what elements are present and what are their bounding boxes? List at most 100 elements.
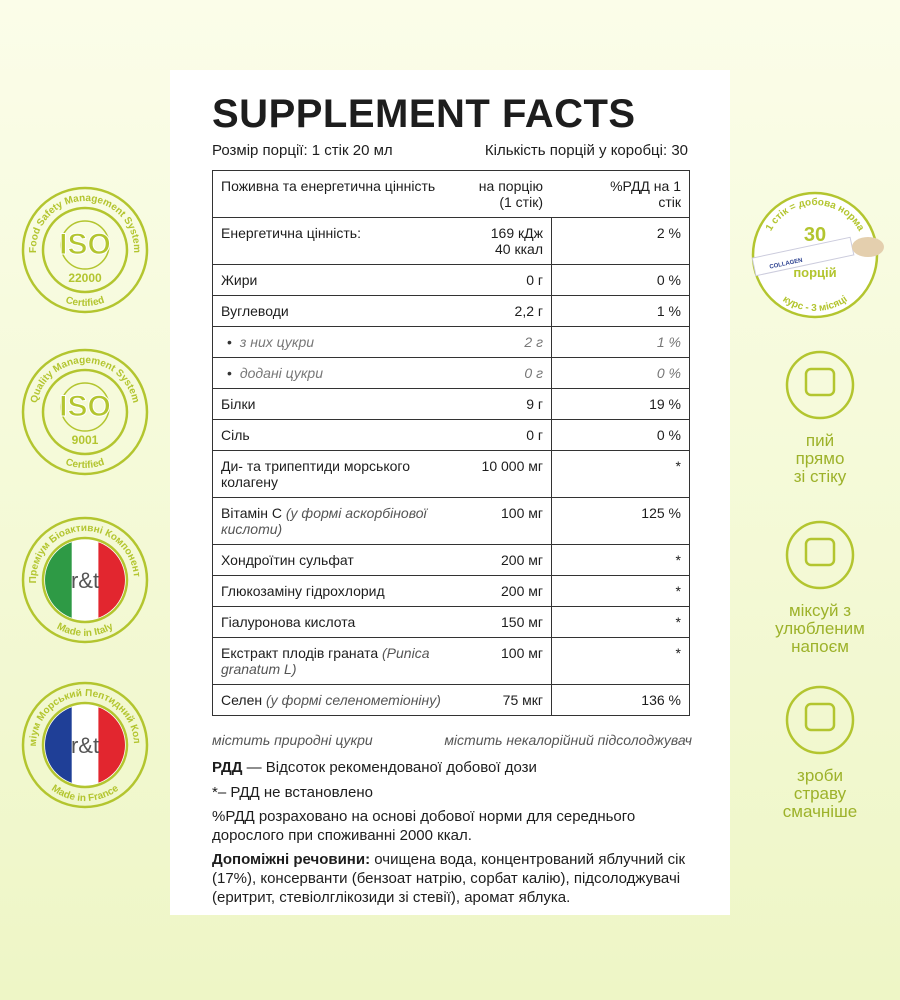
- amount: 100 мг: [501, 645, 543, 661]
- title: SUPPLEMENT FACTS: [212, 92, 636, 136]
- amount-cell: 200 мг: [463, 545, 551, 575]
- amount: 200 мг: [501, 552, 543, 568]
- flag-stripe: [71, 540, 99, 620]
- daily-value: 0 %: [551, 265, 689, 295]
- tip-icon: [785, 520, 855, 590]
- nutrient: Екстракт плодів граната: [221, 645, 379, 661]
- daily-value: *: [551, 545, 689, 575]
- nutrient-name: Екстракт плодів граната (Punica granatum…: [213, 638, 463, 684]
- amount: 2 г: [524, 334, 543, 350]
- amount-cell: 100 мг: [463, 498, 551, 544]
- servings-per-box: Кількість порцій у коробці: 30: [484, 142, 688, 159]
- nutrient: Жири: [221, 272, 258, 288]
- facts-table: Поживна та енергетична цінність на порці…: [212, 170, 690, 716]
- daily-value: 0 %: [551, 420, 689, 450]
- amount: 40 ккал: [495, 241, 543, 257]
- ring-text-path: Made in Italy: [55, 621, 115, 639]
- nutrient-name: Хондроїтин сульфат: [213, 545, 463, 575]
- certificate-badge: Food Safety Management SystemCertifiedIS…: [21, 186, 149, 314]
- icon-glyph: [804, 367, 836, 397]
- serving-size: Розмір порції: 1 стік 20 мл: [212, 142, 393, 159]
- daily-value: 1 %: [551, 296, 689, 326]
- amount-cell: 9 г: [463, 389, 551, 419]
- iso-mark: ISO: [59, 228, 111, 261]
- amount-cell: 10 000 мг: [463, 451, 551, 497]
- icon-circle: [785, 520, 855, 590]
- header-cell: %РДД на 1 стік: [610, 178, 681, 210]
- tip-line: напоєм: [791, 637, 849, 656]
- nutrient-name: Вітамін С (у формі аскорбінової кислоти): [213, 498, 463, 544]
- amount-cell: 0 г: [463, 420, 551, 450]
- iso-number: 9001: [72, 433, 99, 447]
- table-row: Вітамін С (у формі аскорбінової кислоти)…: [213, 498, 689, 545]
- tip-text: пий прямо зі стіку: [760, 432, 880, 486]
- nutrient: Вітамін С: [221, 505, 282, 521]
- icon-circle: [785, 350, 855, 420]
- facts-panel: SUPPLEMENT FACTS Розмір порції: 1 стік 2…: [170, 70, 730, 915]
- nutrient-name: Глюкозаміну гідрохлорид: [213, 576, 463, 606]
- table-header: Поживна та енергетична цінність на порці…: [213, 171, 689, 218]
- amount-cell: 0 г: [463, 265, 551, 295]
- flag: [45, 705, 125, 785]
- daily-value: 1 %: [551, 327, 689, 357]
- term: РДД: [212, 759, 243, 776]
- nutrient-name: Сіль: [213, 420, 463, 450]
- amount: 2,2 г: [514, 303, 543, 319]
- table-row: Сіль 0 г 0 %: [213, 420, 689, 451]
- tip-text: міксуй з улюбленим напоєм: [760, 602, 880, 656]
- ring-text-path: Certified: [64, 295, 106, 309]
- daily-value: *: [551, 576, 689, 606]
- amount: 0 г: [524, 365, 543, 381]
- amount: 100 мг: [501, 505, 543, 521]
- note: %РДД розраховано на основі добової норми…: [212, 808, 636, 844]
- amount-cell: 2 г: [463, 327, 551, 357]
- table-row: Білки 9 г 19 %: [213, 389, 689, 420]
- amount-cell: 2,2 г: [463, 296, 551, 326]
- nutrient: Енергетична цінність:: [221, 225, 361, 241]
- amount: 200 мг: [501, 583, 543, 599]
- icon-glyph: [804, 537, 836, 567]
- table-row: Хондроїтин сульфат 200 мг *: [213, 545, 689, 576]
- table-row: Селен (у формі селенометіоніну) 75 мкг 136…: [213, 685, 689, 715]
- note: Допоміжні речовини: очищена вода, концен…: [212, 850, 692, 907]
- globe: [60, 382, 110, 432]
- flag-stripe: [98, 540, 125, 620]
- ring-text-path: Certified: [64, 457, 106, 471]
- amount: 150 мг: [501, 614, 543, 630]
- badge-ring: [21, 516, 149, 644]
- badge-inner: [41, 368, 129, 456]
- flag-stripe: [98, 705, 125, 785]
- flag-stripe: [71, 705, 99, 785]
- certificate-badge: Quality Management SystemCertifiedISO900…: [21, 348, 149, 476]
- tip-line: улюбленим: [775, 619, 865, 638]
- daily-value: 125 %: [551, 498, 689, 544]
- badge-inner: [41, 206, 129, 294]
- table-row: Жири 0 г 0 %: [213, 265, 689, 296]
- ring-text: Преміум Біоактивні Компоненти: [0, 0, 142, 583]
- tip-icon: [785, 685, 855, 755]
- nutrient-name: Жири: [213, 265, 463, 295]
- nutrient: Гіалуронова кислота: [221, 614, 356, 630]
- daily-value: 0 %: [551, 358, 689, 388]
- amount: 75 мкг: [502, 692, 543, 708]
- tip-line: пий: [805, 431, 835, 450]
- nutrient: Білки: [221, 396, 256, 412]
- amount: 169 кДж: [490, 225, 543, 241]
- nutrient: Вуглеводи: [221, 303, 289, 319]
- serving-count: 30: [804, 224, 826, 246]
- brand-mark: r&t: [71, 568, 99, 593]
- daily-value: 19 %: [551, 389, 689, 419]
- amount-cell: 0 г: [463, 358, 551, 388]
- badge-ring: [21, 348, 149, 476]
- icon-circle: [785, 685, 855, 755]
- nutrient-name: Енергетична цінність:: [213, 218, 463, 264]
- amount: 9 г: [526, 396, 543, 412]
- nutrient-name: додані цукри: [213, 358, 463, 388]
- definition: — Відсоток рекомендованої добової дози: [246, 759, 537, 776]
- tip-icon: [785, 350, 855, 420]
- table-row: Вуглеводи 2,2 г 1 %: [213, 296, 689, 327]
- amount-cell: 150 мг: [463, 607, 551, 637]
- nutrient-name: Ди- та трипептиди морського колагену: [213, 451, 463, 497]
